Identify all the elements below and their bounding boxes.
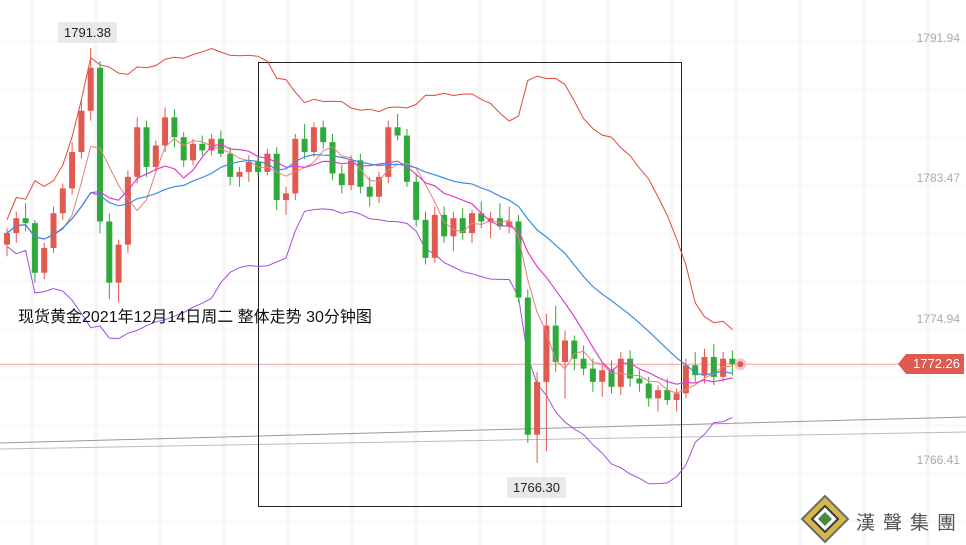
candle-body bbox=[524, 297, 531, 435]
candle-body bbox=[87, 67, 94, 111]
current-price-dot bbox=[737, 361, 744, 368]
candle-body bbox=[124, 176, 131, 245]
candle-body bbox=[701, 357, 708, 376]
candle-body bbox=[59, 188, 66, 214]
candle-body bbox=[552, 325, 559, 362]
ma-mid-line bbox=[6, 143, 733, 385]
trend-line bbox=[0, 416, 966, 444]
candle-body bbox=[580, 358, 587, 369]
candle-body bbox=[310, 127, 317, 153]
candle-body bbox=[403, 135, 410, 182]
upper-band-line bbox=[6, 47, 733, 330]
candle-body bbox=[357, 160, 364, 187]
ma-fast-line bbox=[6, 138, 733, 394]
candle-body bbox=[329, 142, 336, 174]
candle-body bbox=[645, 383, 652, 399]
candle-body bbox=[599, 370, 606, 382]
candle-body bbox=[69, 152, 76, 189]
candle-body bbox=[190, 143, 196, 161]
candle-body bbox=[4, 233, 10, 245]
lower-band-line bbox=[6, 208, 733, 485]
candle-body bbox=[673, 393, 680, 401]
candle-body bbox=[217, 138, 224, 154]
candle-body bbox=[534, 381, 541, 435]
candle-body bbox=[413, 181, 420, 220]
candle-body bbox=[589, 368, 596, 382]
candle-body bbox=[729, 358, 736, 365]
y-tick-label: 1791.94 bbox=[916, 31, 960, 45]
y-tick-label: 1774.94 bbox=[916, 312, 960, 326]
candle-body bbox=[283, 193, 289, 200]
candle-body bbox=[385, 127, 392, 177]
y-tick-label: 1766.41 bbox=[916, 453, 960, 467]
candle-body bbox=[22, 218, 29, 224]
candle-body bbox=[301, 138, 308, 153]
candle-body bbox=[348, 160, 355, 186]
candle-body bbox=[162, 117, 169, 146]
highlight-box bbox=[258, 62, 682, 507]
candle-body bbox=[394, 127, 401, 136]
y-tick-label: 1783.47 bbox=[916, 171, 960, 185]
candle-body bbox=[710, 357, 717, 377]
trend-line bbox=[0, 431, 966, 450]
candle-body bbox=[376, 176, 382, 197]
candle-body bbox=[50, 213, 57, 248]
candle-body bbox=[422, 219, 429, 258]
candle-body bbox=[97, 67, 103, 222]
chart-title: 现货黄金2021年12月14日周二 整体走势 30分钟图 bbox=[18, 309, 372, 326]
current-price-tag: 1772.26 bbox=[898, 354, 964, 375]
diamond-logo-icon bbox=[800, 494, 850, 544]
candle-body bbox=[338, 173, 345, 186]
brand-logo: 漢聲集團 bbox=[800, 494, 966, 544]
candle-body bbox=[506, 221, 513, 227]
candle-body bbox=[664, 390, 671, 401]
candle-body bbox=[227, 153, 234, 177]
candle-body bbox=[478, 213, 485, 222]
candle-body bbox=[515, 221, 522, 298]
candle-body bbox=[627, 358, 634, 379]
candle-body bbox=[441, 214, 448, 237]
candle-body bbox=[487, 218, 494, 222]
candle-body bbox=[115, 244, 122, 283]
ma-slow-line bbox=[6, 153, 733, 377]
candle-body bbox=[543, 325, 550, 382]
candle-body bbox=[199, 143, 206, 151]
candle-body bbox=[450, 218, 457, 237]
candle-body bbox=[106, 221, 113, 283]
brand-name: 漢聲集團 bbox=[856, 512, 965, 534]
high-price-label: 1791.38 bbox=[58, 22, 117, 44]
candle-body bbox=[636, 378, 643, 384]
candle-body bbox=[78, 110, 85, 153]
candle-body bbox=[31, 223, 38, 273]
candle-body bbox=[245, 161, 252, 172]
candle-body bbox=[431, 214, 438, 258]
candle-body bbox=[134, 127, 141, 177]
candle-body bbox=[236, 171, 243, 177]
candle-body bbox=[264, 153, 271, 172]
candle-body bbox=[720, 358, 727, 377]
candle-body bbox=[208, 138, 215, 151]
candle-body bbox=[143, 127, 150, 167]
candle-body bbox=[682, 365, 689, 394]
candle-body bbox=[571, 340, 578, 359]
candle-body bbox=[180, 137, 187, 161]
candle-body bbox=[41, 247, 48, 273]
low-price-label: 1766.30 bbox=[507, 476, 566, 498]
candle-body bbox=[366, 186, 373, 197]
candle-body bbox=[655, 390, 661, 399]
candle-body bbox=[152, 145, 159, 167]
candle-body bbox=[562, 340, 568, 362]
candle-body bbox=[320, 127, 327, 143]
candle-body bbox=[459, 218, 466, 234]
candle-body bbox=[608, 370, 615, 387]
candle-body bbox=[273, 153, 280, 200]
candle-body bbox=[171, 117, 178, 138]
candle-body bbox=[692, 365, 699, 376]
